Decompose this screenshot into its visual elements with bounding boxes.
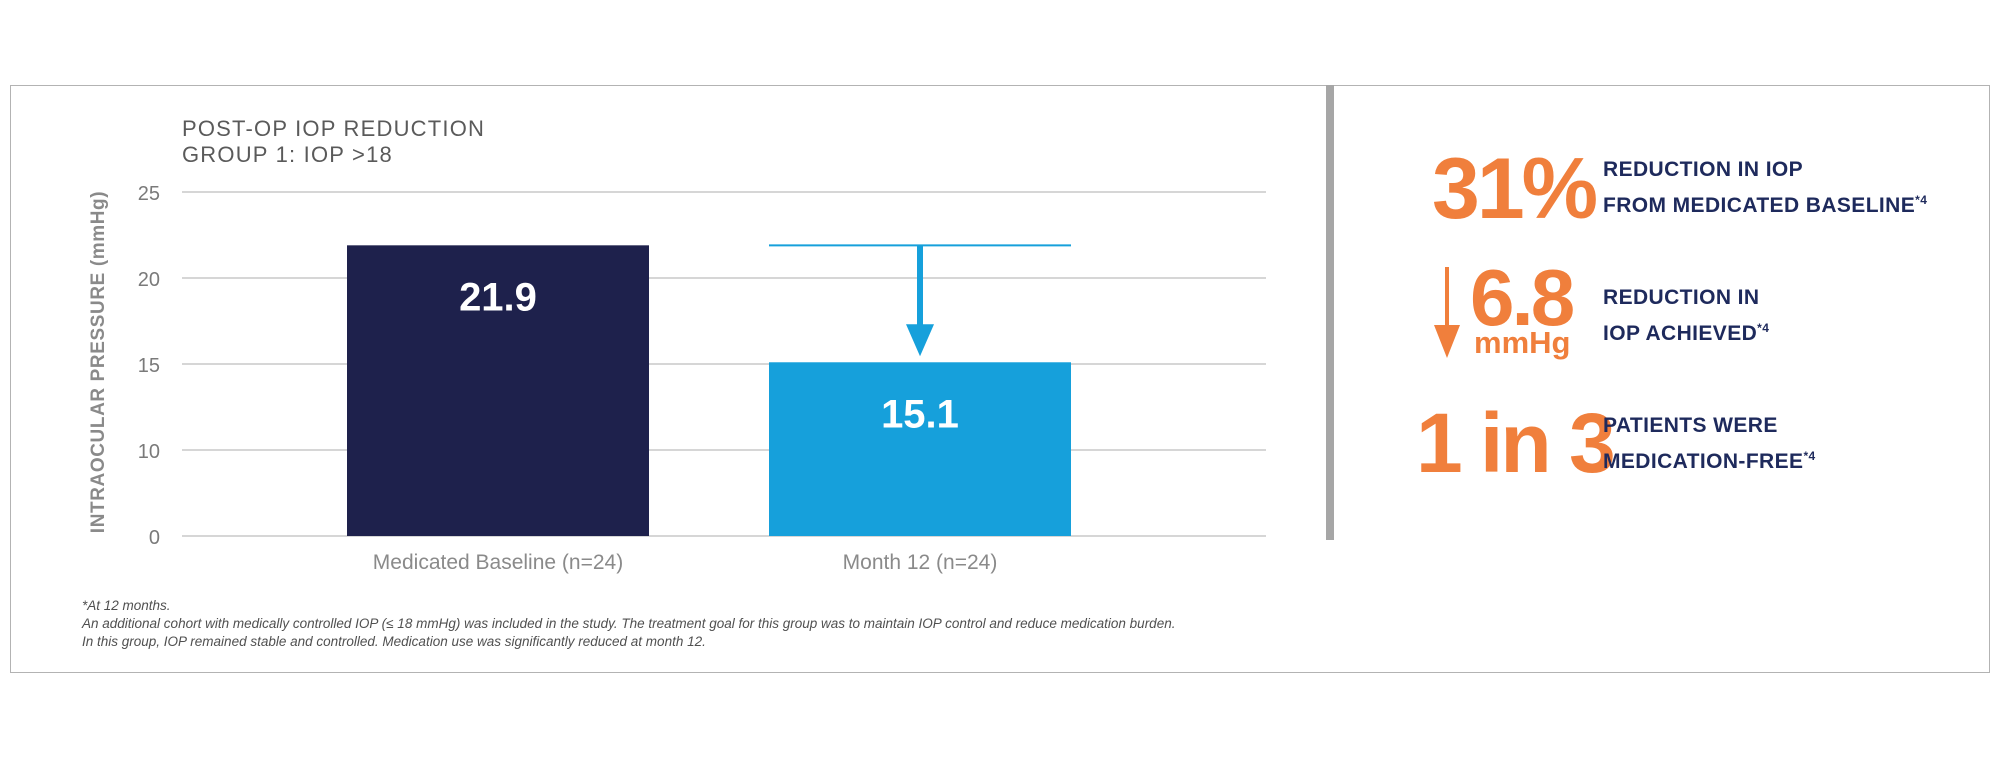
stat-3-text: PATIENTS WERE MEDICATION-FREE*4 [1603,410,1816,477]
chart-title: POST-OP IOP REDUCTION [182,116,486,141]
stat-3-line2: MEDICATION-FREE [1603,450,1804,473]
down-arrow-icon [1434,267,1460,358]
chart-subtitle: GROUP 1: IOP >18 [182,142,393,167]
bar-value-label-1: 15.1 [881,392,959,436]
x-category-label-0: Medicated Baseline (n=24) [373,551,623,574]
y-tick-label-25: 25 [138,183,160,205]
footnote-2: An additional cohort with medically cont… [82,616,1176,631]
panel-frame [10,85,1990,673]
reduction-arrow-head [906,324,934,357]
y-tick-label-0: 0 [149,527,160,549]
stat-1-text: REDUCTION IN IOP FROM MEDICATED BASELINE… [1603,154,1927,221]
footnote-1: *At 12 months. [82,598,171,613]
stat-6-8-value: 6.8 [1470,253,1575,342]
stat-2-line2: IOP ACHIEVED [1603,322,1758,345]
stat-1-line1: REDUCTION IN IOP [1603,158,1804,181]
y-tick-label-10: 10 [138,441,160,463]
y-axis-label: INTRAOCULAR PRESSURE (mmHg) [88,191,109,533]
panel-divider [1326,85,1334,540]
x-category-label-1: Month 12 (n=24) [843,551,998,574]
stat-1-in-3: 1 in 3 [1416,396,1616,490]
bar-1 [769,362,1071,536]
stat-2-line1: REDUCTION IN [1603,286,1760,309]
stat-31-percent: 31% [1432,141,1598,237]
stat-1-sup: *4 [1915,193,1928,207]
stat-3-line1: PATIENTS WERE [1603,414,1778,437]
footnote-3: In this group, IOP remained stable and c… [82,634,706,649]
bar-chart: 0 10 15 20 25 INTRAOCULAR PRESSURE (mmHg) 21.9… [88,183,1266,574]
bar-0 [347,245,649,536]
stat-mmhg-unit: mmHg [1474,325,1571,360]
y-tick-label-15: 15 [138,355,160,377]
y-tick-label-20: 20 [138,269,160,291]
stat-1-line2: FROM MEDICATED BASELINE [1603,194,1916,217]
stat-3-sup: *4 [1803,449,1816,463]
bar-value-label-0: 21.9 [459,275,537,319]
stat-2-sup: *4 [1757,321,1770,335]
stat-2-text: REDUCTION IN IOP ACHIEVED*4 [1603,282,1769,349]
